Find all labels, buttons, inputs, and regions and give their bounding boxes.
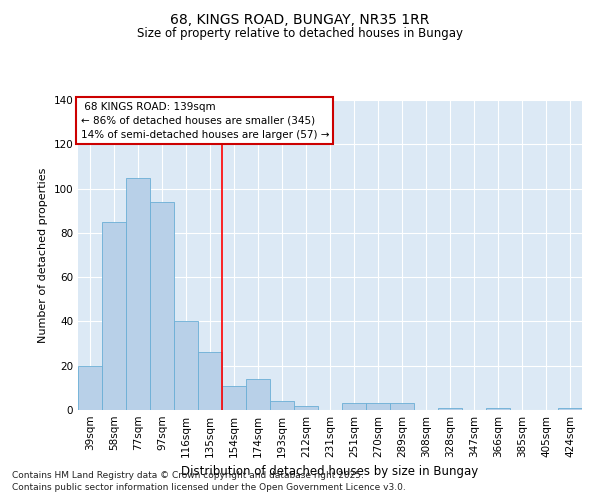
Bar <box>294 406 318 410</box>
Bar <box>102 222 126 410</box>
Text: 68 KINGS ROAD: 139sqm
← 86% of detached houses are smaller (345)
14% of semi-det: 68 KINGS ROAD: 139sqm ← 86% of detached … <box>80 102 329 140</box>
Y-axis label: Number of detached properties: Number of detached properties <box>38 168 48 342</box>
Bar <box>78 366 102 410</box>
Bar <box>198 352 222 410</box>
Text: Contains HM Land Registry data © Crown copyright and database right 2025.: Contains HM Land Registry data © Crown c… <box>12 470 364 480</box>
Bar <box>558 408 582 410</box>
Bar <box>174 322 198 410</box>
Bar <box>270 401 294 410</box>
Bar <box>342 404 366 410</box>
Bar <box>126 178 150 410</box>
Text: Size of property relative to detached houses in Bungay: Size of property relative to detached ho… <box>137 28 463 40</box>
Text: 68, KINGS ROAD, BUNGAY, NR35 1RR: 68, KINGS ROAD, BUNGAY, NR35 1RR <box>170 12 430 26</box>
Text: Contains public sector information licensed under the Open Government Licence v3: Contains public sector information licen… <box>12 483 406 492</box>
Bar <box>222 386 246 410</box>
X-axis label: Distribution of detached houses by size in Bungay: Distribution of detached houses by size … <box>181 466 479 478</box>
Bar <box>246 379 270 410</box>
Bar <box>366 404 390 410</box>
Bar <box>486 408 510 410</box>
Bar <box>390 404 414 410</box>
Bar <box>438 408 462 410</box>
Bar <box>150 202 174 410</box>
